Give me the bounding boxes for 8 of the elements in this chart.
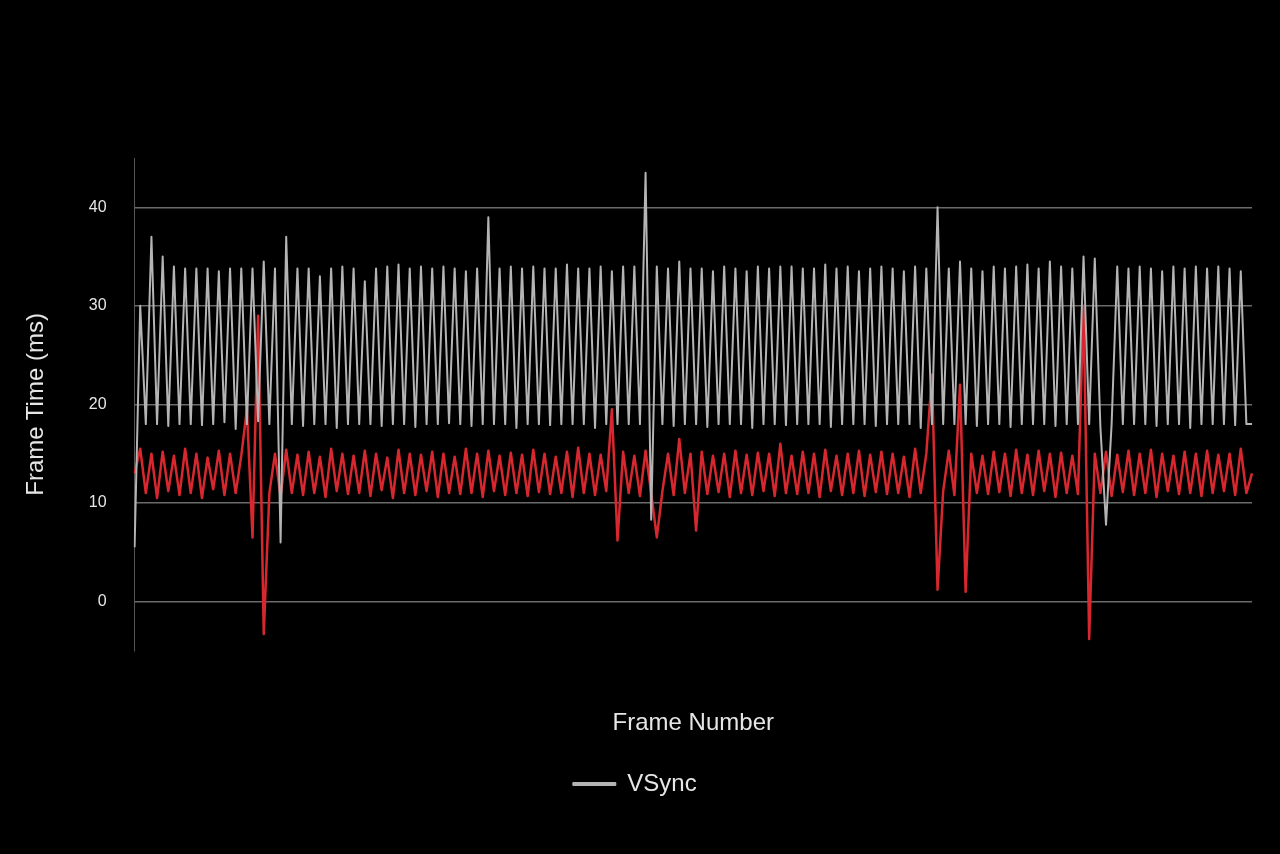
y-tick-label: 20 [88, 394, 107, 412]
y-tick-label: 0 [97, 591, 107, 609]
y-tick-label: 10 [88, 493, 107, 511]
x-axis-title: Frame Number [612, 708, 774, 736]
y-axis-title: Frame Time (ms) [21, 313, 49, 496]
y-tick-label: 40 [88, 197, 107, 215]
legend-label: VSync [627, 768, 697, 796]
y-tick-label: 30 [88, 296, 107, 314]
